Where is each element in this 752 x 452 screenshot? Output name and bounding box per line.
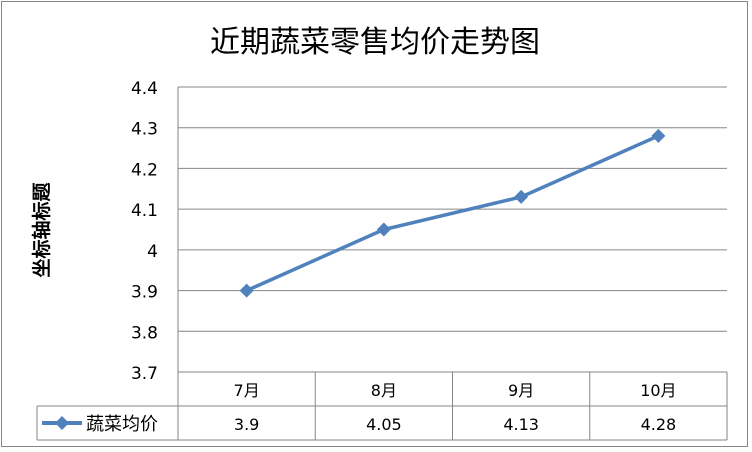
legend-label: 蔬菜均价 [86,414,158,435]
x-category-label: 9月 [508,381,534,400]
data-point-diamond [514,189,529,204]
y-tick-label: 3.8 [131,323,158,343]
y-tick-label: 4.2 [131,160,158,180]
table-value: 4.28 [641,415,677,434]
x-category-label: 7月 [234,381,260,400]
table-value: 4.05 [366,415,402,434]
chart-title: 近期蔬菜零售均价走势图 [210,25,540,60]
x-category-label: 10月 [640,381,676,400]
y-tick-label: 4 [147,242,158,262]
y-tick-label: 4.3 [131,120,158,140]
data-point-diamond [376,222,391,237]
data-point-diamond [239,283,254,298]
y-tick-label: 3.7 [131,364,158,384]
y-axis-title: 坐标轴标题 [30,182,53,277]
table-value: 3.9 [234,415,259,434]
series-line [245,134,660,293]
y-tick-label: 4.4 [131,79,158,99]
data-point-diamond [651,128,666,143]
table-value: 4.13 [503,415,539,434]
y-tick-label: 3.9 [131,283,158,303]
x-category-label: 8月 [371,381,397,400]
y-tick-label: 4.1 [131,201,158,221]
legend-marker-diamond [55,416,69,430]
